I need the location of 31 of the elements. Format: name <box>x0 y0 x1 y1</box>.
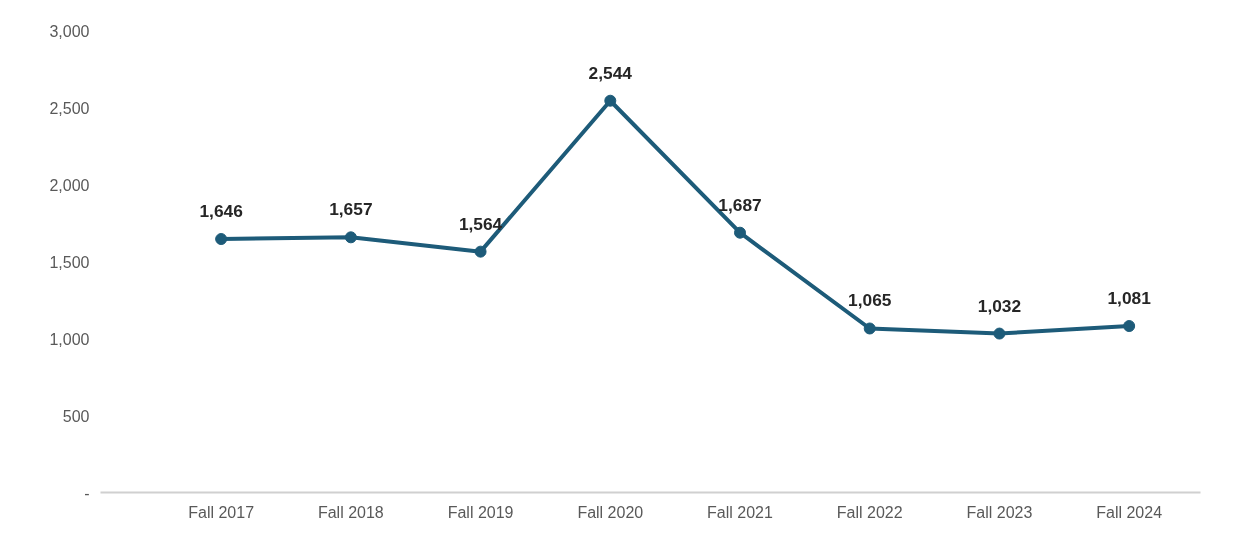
x-tick-label: Fall 2024 <box>1096 503 1163 521</box>
point <box>215 233 228 246</box>
y-tick-label: 2,500 <box>49 99 90 117</box>
point <box>993 327 1006 340</box>
x-tick-label: Fall 2022 <box>836 503 903 521</box>
x-tick-label: Fall 2019 <box>447 503 514 521</box>
y-tick-label: 2,000 <box>49 176 90 194</box>
y-tick-label: - <box>84 484 90 502</box>
point <box>604 94 617 107</box>
y-tick-label: 1,000 <box>49 330 90 348</box>
x-tick-label: Fall 2020 <box>577 503 644 521</box>
point <box>474 245 487 258</box>
point <box>734 226 746 239</box>
point <box>1123 320 1136 333</box>
y-tick-label: 500 <box>62 407 90 425</box>
data-label: 1,687 <box>718 194 762 215</box>
data-label: 1,081 <box>1107 288 1152 309</box>
data-label: 1,032 <box>977 295 1022 316</box>
y-tick-label: 3,000 <box>49 22 90 40</box>
x-tick-label: Fall 2023 <box>966 503 1033 521</box>
point <box>863 322 876 335</box>
x-tick-label: Fall 2021 <box>707 503 774 521</box>
data-label: 1,564 <box>458 213 503 234</box>
y-tick-label: 1,500 <box>49 253 90 271</box>
point <box>344 231 357 244</box>
x-tick-label: Fall 2018 <box>317 503 384 521</box>
data-label: 2,544 <box>588 62 633 83</box>
data-label: 1,657 <box>329 199 373 220</box>
x-tick-label: Fall 2017 <box>188 503 255 521</box>
data-label: 1,065 <box>848 290 892 311</box>
data-label: 1,646 <box>199 201 244 222</box>
